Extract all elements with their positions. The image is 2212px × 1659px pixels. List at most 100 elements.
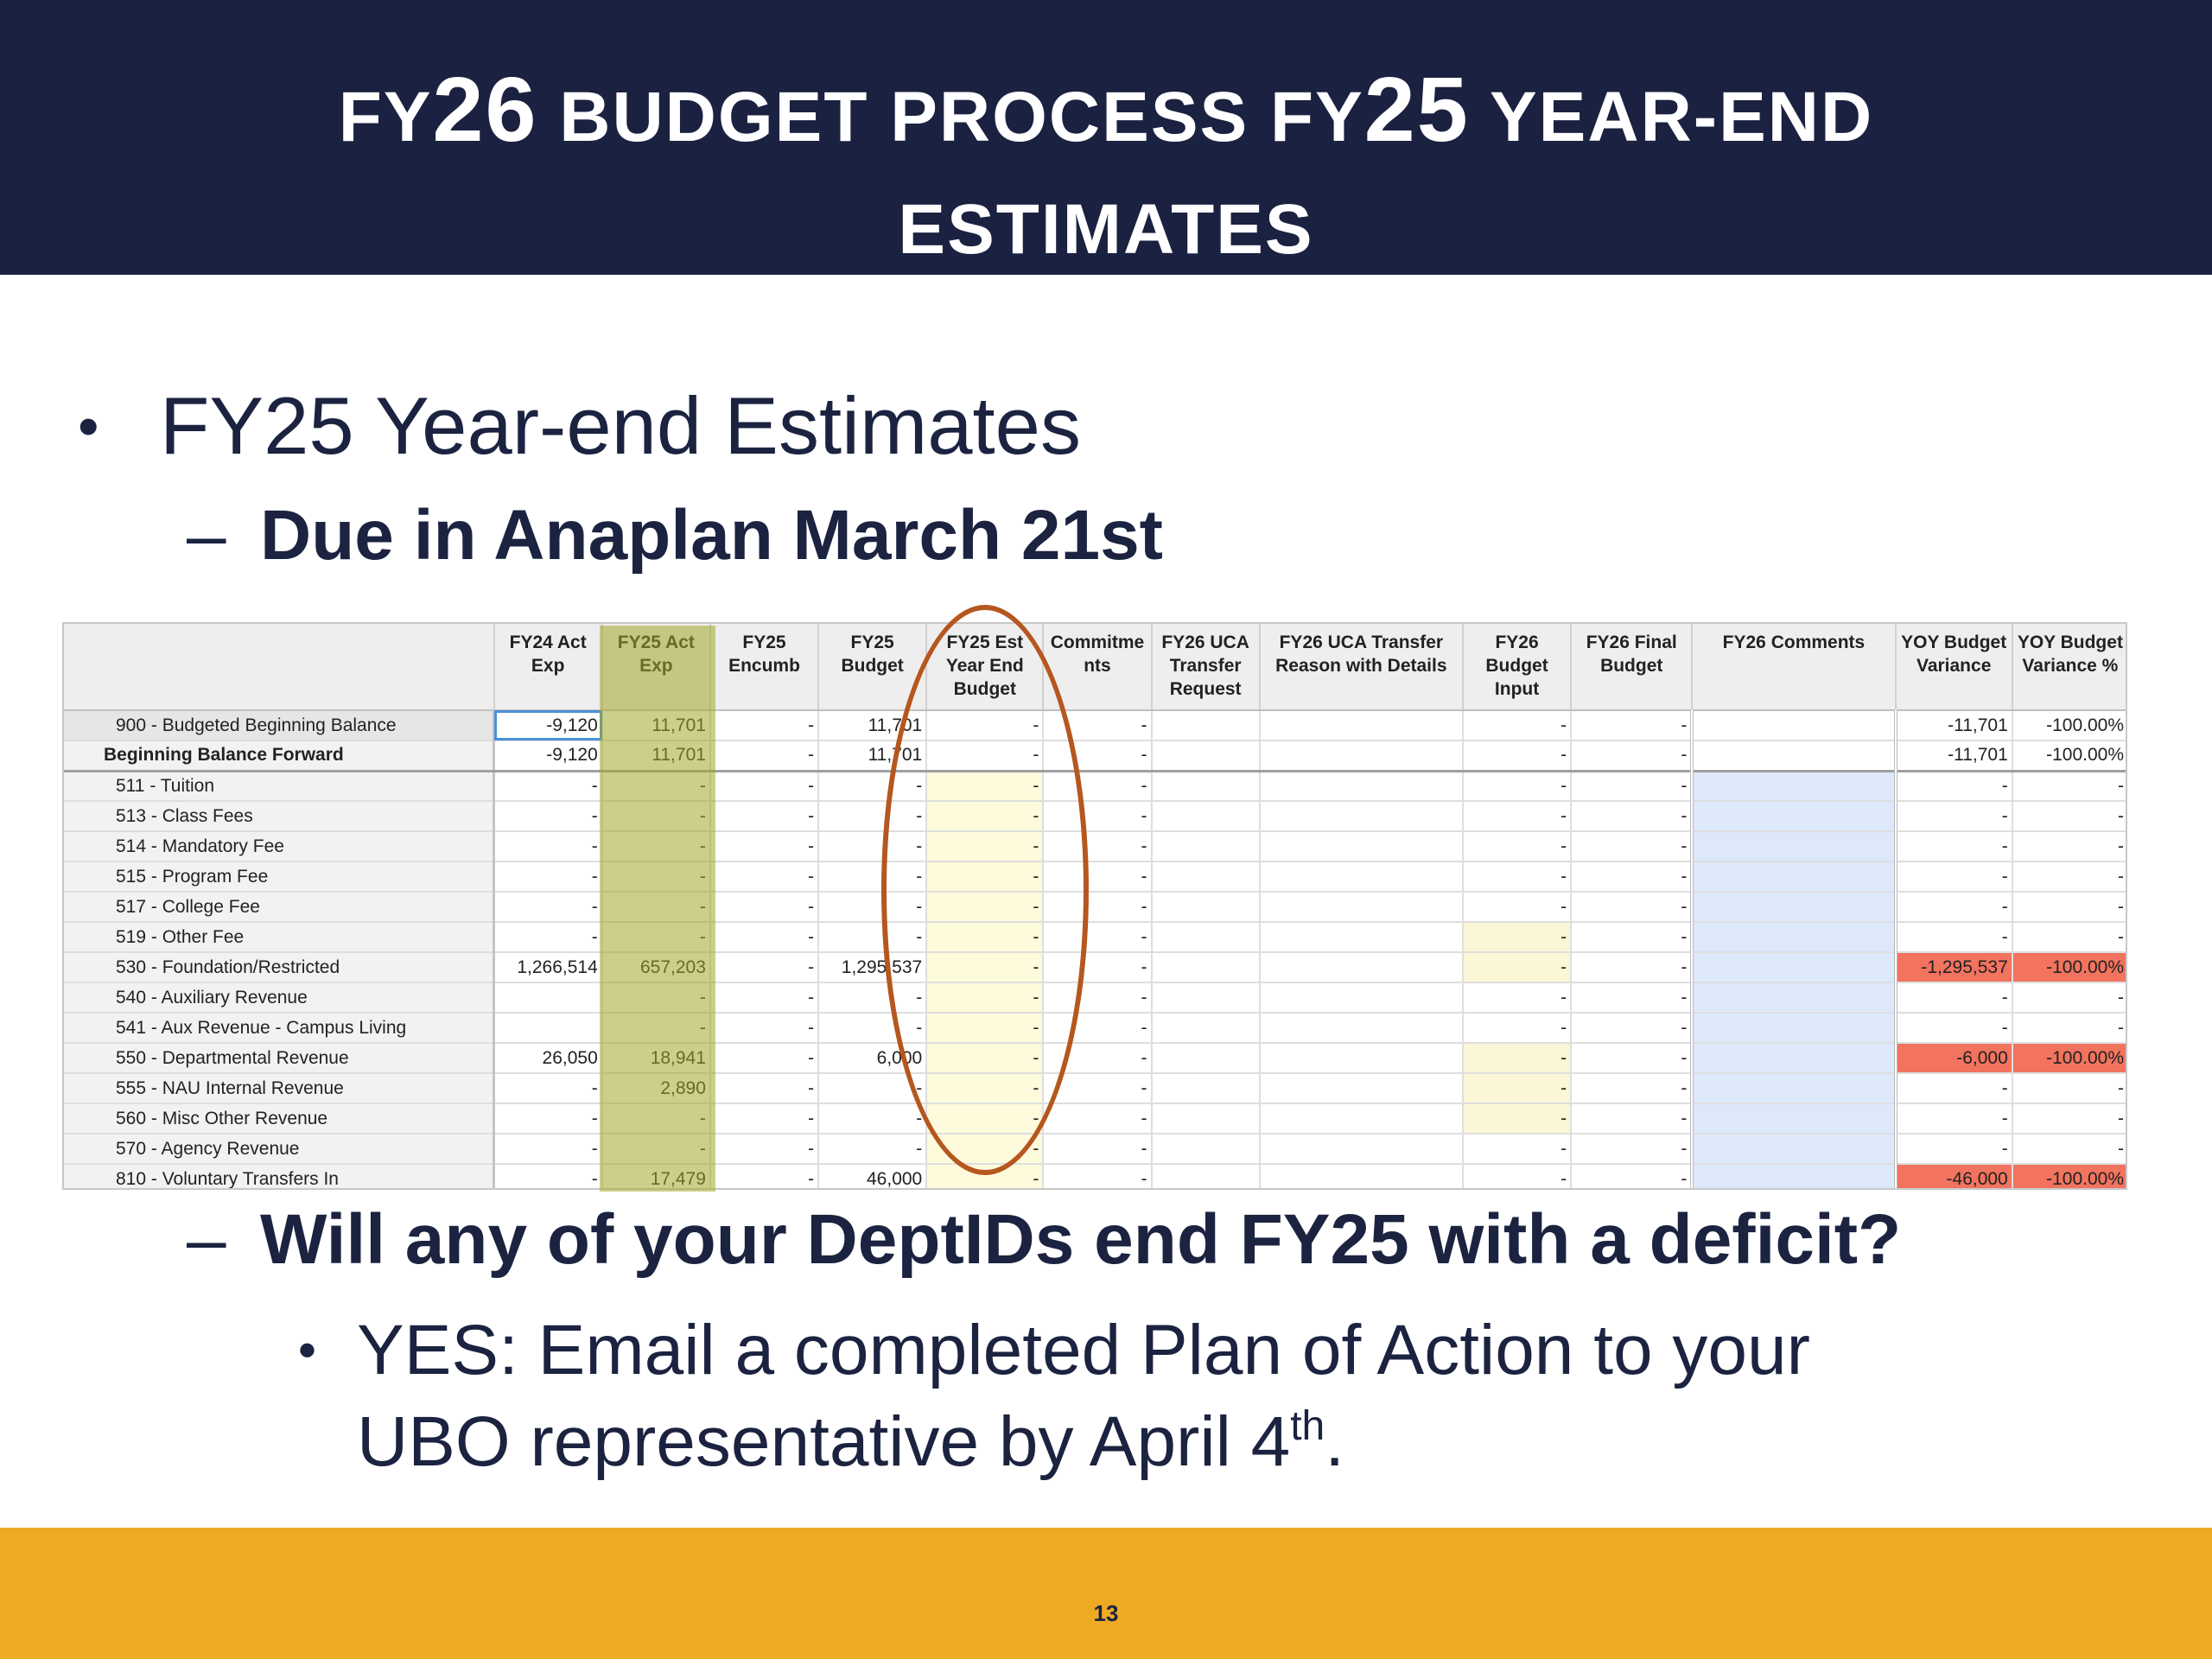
table-cell[interactable]: - xyxy=(1462,741,1573,772)
table-cell[interactable]: - xyxy=(926,801,1045,832)
table-cell[interactable]: - xyxy=(926,831,1045,862)
table-cell[interactable]: - xyxy=(1043,1134,1153,1165)
table-cell[interactable] xyxy=(1151,771,1261,802)
table-cell[interactable]: - xyxy=(1462,1103,1573,1135)
table-cell[interactable]: - xyxy=(709,922,820,953)
table-cell[interactable]: 1,266,514 xyxy=(493,952,603,983)
table-cell[interactable]: 11,701 xyxy=(818,741,928,772)
table-cell[interactable]: - xyxy=(709,801,820,832)
table-cell[interactable]: - xyxy=(926,1043,1045,1074)
table-cell[interactable]: - xyxy=(1043,771,1153,802)
table-cell[interactable]: - xyxy=(818,1134,928,1165)
table-cell[interactable]: - xyxy=(709,831,820,862)
table-cell[interactable] xyxy=(1692,1134,1897,1165)
table-cell[interactable] xyxy=(1692,831,1897,862)
table-cell[interactable]: - xyxy=(709,771,820,802)
table-cell[interactable] xyxy=(1151,922,1261,953)
table-cell[interactable]: -100.00% xyxy=(2012,741,2126,772)
table-cell[interactable] xyxy=(493,982,603,1014)
table-cell[interactable]: - xyxy=(926,710,1045,741)
table-cell[interactable]: - xyxy=(1571,1134,1694,1165)
table-cell[interactable] xyxy=(1151,861,1261,893)
table-cell[interactable]: - xyxy=(926,892,1045,923)
table-cell[interactable] xyxy=(1692,861,1897,893)
table-cell[interactable]: - xyxy=(1043,1103,1153,1135)
table-cell[interactable] xyxy=(1259,1073,1464,1104)
table-cell[interactable]: - xyxy=(926,1013,1045,1044)
table-cell[interactable]: - xyxy=(709,710,820,741)
table-cell[interactable]: - xyxy=(2012,1073,2126,1104)
table-cell[interactable] xyxy=(1151,952,1261,983)
table-cell[interactable]: - xyxy=(926,861,1045,893)
table-cell[interactable]: - xyxy=(709,1103,820,1135)
table-cell[interactable]: - xyxy=(493,1103,603,1135)
table-cell[interactable]: - xyxy=(926,1164,1045,1188)
table-cell[interactable]: - xyxy=(2012,861,2126,893)
table-cell[interactable] xyxy=(1259,1164,1464,1188)
table-cell[interactable]: - xyxy=(1895,801,2013,832)
table-cell[interactable]: - xyxy=(1571,1164,1694,1188)
table-cell[interactable]: - xyxy=(926,952,1045,983)
table-cell[interactable]: 46,000 xyxy=(818,1164,928,1188)
table-cell[interactable]: - xyxy=(1462,952,1573,983)
table-cell[interactable]: -11,701 xyxy=(1895,710,2013,741)
table-cell[interactable]: - xyxy=(818,831,928,862)
table-cell[interactable]: - xyxy=(1571,922,1694,953)
table-cell[interactable]: 11,701 xyxy=(818,710,928,741)
table-cell[interactable]: - xyxy=(1462,922,1573,953)
table-cell[interactable]: - xyxy=(1571,861,1694,893)
table-cell[interactable] xyxy=(1151,1164,1261,1188)
table-cell[interactable]: 1,295,537 xyxy=(818,952,928,983)
table-cell[interactable] xyxy=(1692,771,1897,802)
table-cell[interactable]: - xyxy=(1571,952,1694,983)
table-cell[interactable] xyxy=(1692,892,1897,923)
table-cell[interactable]: - xyxy=(1043,1013,1153,1044)
table-cell[interactable]: - xyxy=(2012,1103,2126,1135)
table-cell[interactable]: - xyxy=(493,801,603,832)
table-cell[interactable]: - xyxy=(601,982,711,1014)
table-cell[interactable]: - xyxy=(1043,922,1153,953)
table-cell[interactable]: - xyxy=(1571,1103,1694,1135)
table-cell[interactable]: -100.00% xyxy=(2012,1164,2126,1188)
table-cell[interactable] xyxy=(1692,1073,1897,1104)
table-cell[interactable] xyxy=(1151,831,1261,862)
table-cell[interactable]: - xyxy=(709,1043,820,1074)
table-cell[interactable]: - xyxy=(601,922,711,953)
table-cell[interactable] xyxy=(1151,1103,1261,1135)
table-cell[interactable]: - xyxy=(1043,741,1153,772)
table-cell[interactable] xyxy=(1692,952,1897,983)
table-cell[interactable]: - xyxy=(818,982,928,1014)
table-cell[interactable]: - xyxy=(1571,892,1694,923)
table-cell[interactable] xyxy=(1259,982,1464,1014)
table-cell[interactable] xyxy=(1692,741,1897,772)
table-cell[interactable]: - xyxy=(1571,831,1694,862)
table-cell[interactable]: - xyxy=(926,922,1045,953)
table-cell[interactable] xyxy=(1259,1043,1464,1074)
table-cell[interactable] xyxy=(1151,801,1261,832)
table-cell[interactable]: - xyxy=(1895,892,2013,923)
table-cell[interactable]: - xyxy=(1043,982,1153,1014)
table-cell[interactable]: - xyxy=(709,982,820,1014)
table-cell[interactable] xyxy=(1259,861,1464,893)
table-cell[interactable]: - xyxy=(2012,801,2126,832)
table-cell[interactable]: - xyxy=(601,831,711,862)
table-cell[interactable] xyxy=(1151,710,1261,741)
table-cell[interactable]: 657,203 xyxy=(601,952,711,983)
table-cell[interactable] xyxy=(1692,982,1897,1014)
table-cell[interactable]: - xyxy=(493,922,603,953)
table-cell[interactable] xyxy=(1259,771,1464,802)
table-cell[interactable]: - xyxy=(1462,1134,1573,1165)
table-cell[interactable] xyxy=(1151,1134,1261,1165)
table-cell[interactable] xyxy=(1259,801,1464,832)
table-cell[interactable]: - xyxy=(709,741,820,772)
table-cell[interactable] xyxy=(1692,801,1897,832)
table-cell[interactable]: - xyxy=(1571,1073,1694,1104)
table-cell[interactable]: - xyxy=(1571,771,1694,802)
table-cell[interactable]: - xyxy=(926,1073,1045,1104)
table-cell[interactable]: 26,050 xyxy=(493,1043,603,1074)
table-cell[interactable]: -1,295,537 xyxy=(1895,952,2013,983)
table-cell[interactable]: - xyxy=(2012,1134,2126,1165)
table-cell[interactable]: -100.00% xyxy=(2012,952,2126,983)
table-cell[interactable]: - xyxy=(1895,922,2013,953)
table-cell[interactable] xyxy=(1692,1013,1897,1044)
